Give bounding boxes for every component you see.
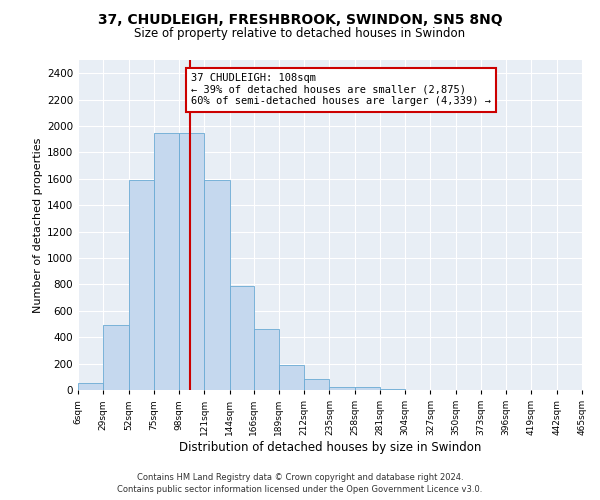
Bar (128, 180, 154, 390)
Text: 37 CHUDLEIGH: 108sqm
← 39% of detached houses are smaller (2,875)
60% of semi-de: 37 CHUDLEIGH: 108sqm ← 39% of detached h… (191, 73, 491, 106)
X-axis label: Distribution of detached houses by size in Swindon: Distribution of detached houses by size … (179, 441, 481, 454)
Bar (355, 388, 380, 390)
Bar (78, 384, 103, 390)
Text: Contains HM Land Registry data © Crown copyright and database right 2024.
Contai: Contains HM Land Registry data © Crown c… (118, 472, 482, 494)
Bar (179, 132, 204, 390)
Bar (254, 330, 279, 390)
Bar (230, 286, 254, 390)
Bar (304, 380, 329, 390)
Text: 37, CHUDLEIGH, FRESHBROOK, SWINDON, SN5 8NQ: 37, CHUDLEIGH, FRESHBROOK, SWINDON, SN5 … (98, 12, 502, 26)
Y-axis label: Number of detached properties: Number of detached properties (33, 138, 43, 312)
Bar (329, 386, 355, 390)
Bar (279, 365, 304, 390)
Bar (103, 326, 128, 390)
Bar (154, 132, 179, 390)
Bar (204, 180, 230, 390)
Text: Size of property relative to detached houses in Swindon: Size of property relative to detached ho… (134, 28, 466, 40)
